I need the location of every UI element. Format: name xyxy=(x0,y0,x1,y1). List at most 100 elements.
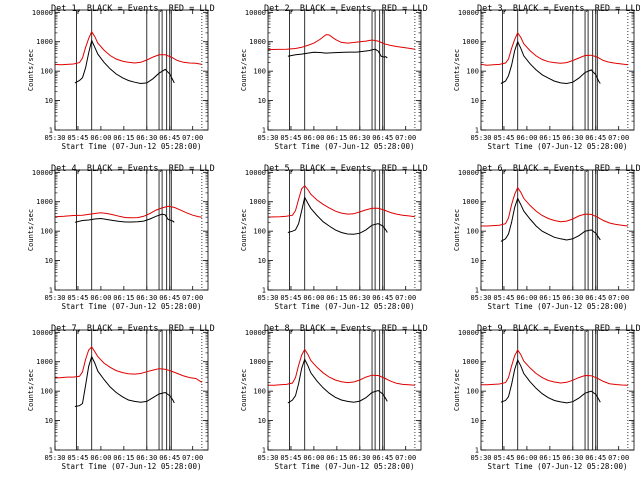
y-tick-label: 10 xyxy=(471,417,479,425)
x-tick-label: 06:30 xyxy=(349,134,370,142)
panel-det-2: Det 2, BLACK = Events, RED = LLD 05:30 05:… xyxy=(240,4,428,151)
x-tick-label: 06:15 xyxy=(326,454,347,462)
x-tick-label: 06:45 xyxy=(585,294,606,302)
panel-det-9: Det 9, BLACK = Events, RED = LLD 05:30 05:… xyxy=(453,324,640,471)
x-tick-label: 05:30 xyxy=(257,134,278,142)
series-lld-line xyxy=(481,349,628,386)
series-events-line xyxy=(74,213,175,223)
y-tick-label: 10 xyxy=(258,417,266,425)
y-axis-label: Counts/sec xyxy=(27,369,35,411)
x-tick-label: 05:45 xyxy=(67,134,88,142)
y-tick-label: 1000 xyxy=(36,38,53,46)
x-tick-label: 07:00 xyxy=(395,294,416,302)
y-tick-label: 1 xyxy=(475,287,479,295)
x-tick-label: 06:00 xyxy=(90,294,111,302)
y-tick-label: 1000 xyxy=(249,38,266,46)
y-tick-label: 10 xyxy=(471,257,479,265)
y-tick-label: 10 xyxy=(45,257,53,265)
panel-det-4: Det 4, BLACK = Events, RED = LLD 05:30 05:… xyxy=(27,164,215,311)
plot-frame xyxy=(480,169,635,291)
panel-det-8: Det 8, BLACK = Events, RED = LLD 05:30 05:… xyxy=(240,324,428,471)
x-axis-label: Start Time (07-Jun-12 05:28:00) xyxy=(62,142,202,151)
x-tick-label: 05:30 xyxy=(44,454,65,462)
y-tick-label: 100 xyxy=(253,228,266,236)
series-lld-line xyxy=(481,186,628,227)
y-tick-label: 100 xyxy=(253,388,266,396)
series-events-line xyxy=(287,48,388,59)
y-tick-label: 10000 xyxy=(458,9,479,17)
x-tick-label: 05:45 xyxy=(493,454,514,462)
x-axis-label: Start Time (07-Jun-12 05:28:00) xyxy=(275,142,415,151)
plot-frame xyxy=(54,169,209,291)
y-tick-label: 100 xyxy=(40,388,53,396)
panel-title: Det 5, BLACK = Events, RED = LLD xyxy=(264,164,428,174)
y-axis-label: Counts/sec xyxy=(240,369,248,411)
x-tick-label: 05:45 xyxy=(493,294,514,302)
series-events-line xyxy=(287,195,388,235)
x-tick-label: 05:45 xyxy=(67,454,88,462)
x-tick-label: 07:00 xyxy=(395,454,416,462)
x-tick-label: 06:00 xyxy=(303,294,324,302)
x-tick-label: 06:30 xyxy=(349,294,370,302)
x-tick-label: 06:45 xyxy=(372,134,393,142)
y-tick-label: 1 xyxy=(49,447,53,455)
series-events-line xyxy=(287,358,388,404)
x-axis-label: Start Time (07-Jun-12 05:28:00) xyxy=(488,142,628,151)
y-tick-label: 1 xyxy=(475,127,479,135)
series-lld-line xyxy=(55,205,202,219)
x-tick-label: 06:30 xyxy=(349,454,370,462)
x-tick-label: 06:00 xyxy=(303,134,324,142)
y-tick-label: 10000 xyxy=(32,169,53,177)
plot-frame xyxy=(480,329,635,451)
x-tick-label: 05:30 xyxy=(470,294,491,302)
y-tick-label: 100 xyxy=(40,68,53,76)
y-axis-label: Counts/sec xyxy=(453,49,461,91)
x-tick-label: 07:00 xyxy=(182,134,203,142)
x-tick-label: 06:15 xyxy=(539,134,560,142)
y-tick-label: 10000 xyxy=(32,9,53,17)
series-lld-line xyxy=(268,184,415,218)
x-tick-label: 06:15 xyxy=(113,294,134,302)
y-tick-label: 10000 xyxy=(458,169,479,177)
x-axis-label: Start Time (07-Jun-12 05:28:00) xyxy=(62,302,202,311)
x-tick-label: 07:00 xyxy=(395,134,416,142)
y-tick-label: 100 xyxy=(466,228,479,236)
x-tick-label: 07:00 xyxy=(182,454,203,462)
x-tick-label: 06:30 xyxy=(562,294,583,302)
series-lld-line xyxy=(481,31,628,66)
y-tick-label: 1 xyxy=(262,447,266,455)
y-tick-label: 1000 xyxy=(36,198,53,206)
panel-title: Det 1, BLACK = Events, RED = LLD xyxy=(51,4,215,14)
y-tick-label: 100 xyxy=(466,388,479,396)
panel-title: Det 3, BLACK = Events, RED = LLD xyxy=(477,4,640,14)
plot-frame xyxy=(267,169,422,291)
x-tick-label: 05:45 xyxy=(280,454,301,462)
x-axis-label: Start Time (07-Jun-12 05:28:00) xyxy=(488,302,628,311)
y-axis-label: Counts/sec xyxy=(240,49,248,91)
series-lld-line xyxy=(55,346,203,383)
y-tick-label: 1000 xyxy=(462,38,479,46)
x-tick-label: 06:15 xyxy=(113,454,134,462)
x-tick-label: 06:45 xyxy=(159,294,180,302)
y-tick-label: 1 xyxy=(49,127,53,135)
y-tick-label: 10000 xyxy=(245,329,266,337)
panel-title: Det 9, BLACK = Events, RED = LLD xyxy=(477,324,640,334)
plot-frame xyxy=(267,329,422,451)
y-tick-label: 1000 xyxy=(36,358,53,366)
y-tick-label: 10000 xyxy=(245,169,266,177)
y-tick-label: 1000 xyxy=(249,358,266,366)
x-axis-label: Start Time (07-Jun-12 05:28:00) xyxy=(275,302,415,311)
plot-frame xyxy=(267,9,422,131)
x-tick-label: 05:30 xyxy=(257,294,278,302)
series-events-line xyxy=(74,355,175,407)
y-tick-label: 10 xyxy=(45,417,53,425)
y-axis-label: Counts/sec xyxy=(240,209,248,251)
y-tick-label: 100 xyxy=(40,228,53,236)
x-tick-label: 06:00 xyxy=(516,134,537,142)
y-tick-label: 1 xyxy=(49,287,53,295)
x-tick-label: 06:45 xyxy=(372,454,393,462)
y-tick-label: 1000 xyxy=(462,198,479,206)
plot-frame xyxy=(480,9,635,131)
panel-det-7: Det 7, BLACK = Events, RED = LLD 05:30 05:… xyxy=(27,324,215,471)
